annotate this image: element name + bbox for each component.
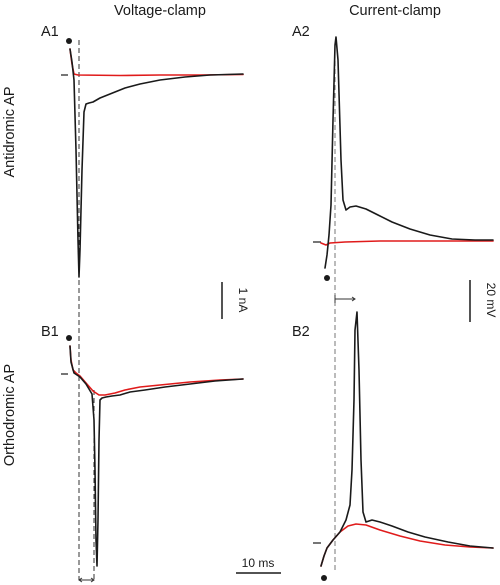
panel-b2 [313,311,494,567]
stimulus-marker-b2 [321,575,327,581]
row-label-orthodromic: Orthodromic AP [2,364,18,466]
column-title-current-clamp: Current-clamp [349,3,441,19]
panel-label-a1: A1 [41,24,59,40]
scale-label-voltage: 20 mV [484,283,498,318]
scale-bar-voltage: 20 mV [469,280,498,322]
panel-label-b2: B2 [292,324,310,340]
scale-label-time: 10 ms [242,556,275,570]
stimulus-marker-a2 [324,275,330,281]
column-title-voltage-clamp: Voltage-clamp [114,3,206,19]
trace-b1-black [69,345,244,567]
panel-label-b1: B1 [41,324,59,340]
trace-a1-black [69,48,244,278]
latency-arrow-b1 [78,577,95,583]
trace-a1-red [69,48,244,77]
latency-arrow-b2 [334,295,356,303]
panel-b1 [61,345,244,567]
scale-label-current: 1 nA [236,288,250,313]
panel-label-a2: A2 [292,24,310,40]
panel-a2 [313,36,494,269]
panel-a1 [61,48,244,278]
trace-a2-red [320,240,494,246]
trace-a2-black [324,36,494,269]
stimulus-marker-b1 [66,335,72,341]
trace-b1-red [69,345,244,396]
scale-bar-current: 1 nA [221,282,250,319]
trace-b2-black [320,311,494,567]
row-label-antidromic: Antidromic AP [2,86,18,177]
scale-bar-time: 10 ms [236,556,281,574]
stimulus-marker-a1 [66,38,72,44]
